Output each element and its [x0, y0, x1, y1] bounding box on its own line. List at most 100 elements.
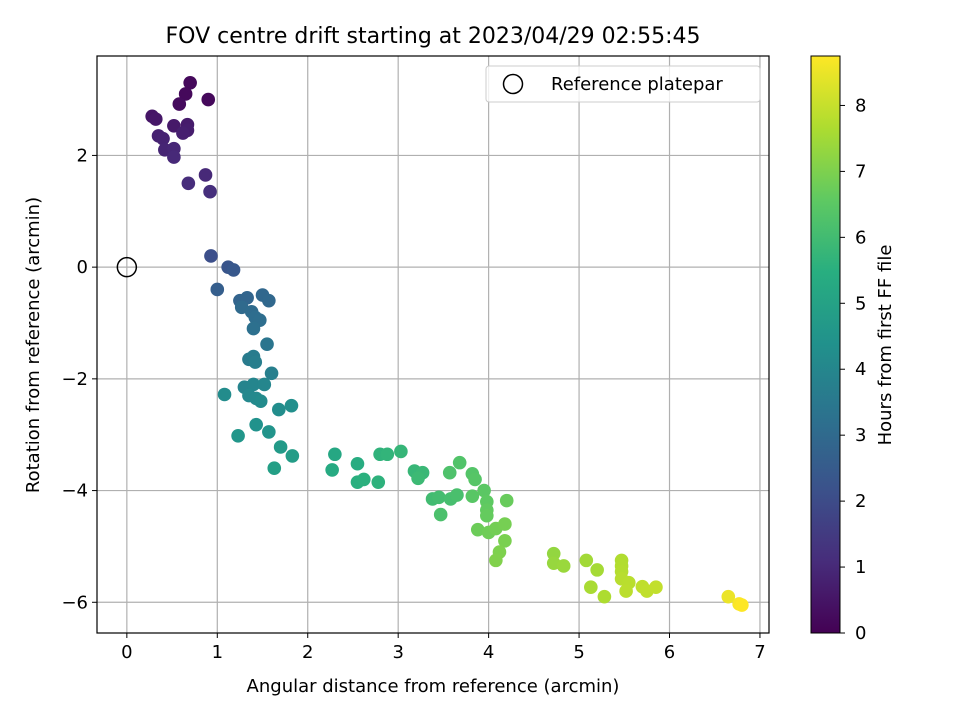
data-point [253, 394, 268, 408]
x-tick-label: 3 [392, 642, 403, 663]
data-point [584, 580, 598, 594]
legend-label: Reference platepar [551, 74, 723, 95]
data-point [432, 490, 446, 505]
data-point [325, 463, 339, 477]
data-point [350, 456, 365, 471]
colorbar-gradient [810, 55, 841, 634]
data-point [735, 598, 749, 612]
data-point [465, 489, 480, 503]
data-point [271, 402, 286, 417]
data-point [357, 472, 371, 487]
data-point [721, 589, 736, 604]
data-points [145, 76, 749, 612]
data-point [204, 249, 218, 263]
data-point [201, 92, 216, 107]
x-axis-ticks: 0 1 2 3 4 5 6 7 [121, 633, 766, 663]
data-point [167, 119, 181, 133]
colorbar-tick-label: 8 [855, 95, 866, 116]
data-point [556, 559, 571, 573]
data-point [181, 176, 196, 191]
data-point [231, 429, 245, 443]
data-point [262, 425, 276, 439]
x-tick-label: 4 [483, 642, 494, 663]
data-point [394, 444, 408, 459]
data-point [284, 398, 299, 413]
data-point [264, 366, 279, 381]
data-point [198, 168, 213, 182]
colorbar-tick-label: 0 [855, 623, 866, 644]
data-point [156, 131, 170, 146]
y-axis-ticks: 2 0 −2 −4 −6 [61, 145, 97, 613]
data-point [210, 282, 225, 297]
x-tick-label: 0 [121, 642, 132, 663]
y-tick-label: 0 [77, 257, 88, 278]
data-point [499, 493, 514, 508]
data-point [285, 449, 300, 463]
data-point [597, 589, 612, 604]
data-point [176, 126, 190, 140]
colorbar-tick-label: 5 [855, 293, 866, 314]
data-point [267, 461, 282, 476]
colorbar-tick-label: 6 [855, 227, 866, 248]
x-tick-label: 5 [573, 642, 584, 663]
data-point [450, 488, 464, 502]
colorbar-tick-label: 3 [855, 425, 866, 446]
data-point [433, 507, 448, 522]
data-point [619, 584, 633, 598]
data-point [328, 447, 342, 462]
data-point [257, 377, 272, 392]
x-tick-label: 1 [212, 642, 223, 663]
legend: Reference platepar [485, 65, 761, 103]
data-point [248, 355, 263, 369]
data-point [203, 184, 217, 199]
y-axis-label: Rotation from reference (arcmin) [23, 197, 44, 493]
colorbar-tick-label: 1 [855, 557, 866, 578]
y-tick-label: −2 [61, 369, 88, 390]
data-point [260, 337, 274, 352]
data-point [489, 553, 503, 568]
y-tick-label: −6 [61, 592, 88, 613]
data-point [498, 534, 512, 548]
data-point [217, 387, 232, 402]
data-point [579, 553, 594, 568]
x-tick-label: 6 [664, 642, 675, 663]
colorbar-tick-label: 2 [855, 491, 866, 512]
data-point [546, 546, 561, 561]
data-point [249, 417, 263, 432]
x-tick-label: 2 [302, 642, 313, 663]
data-point [480, 508, 494, 523]
grid-lines [97, 56, 769, 633]
data-point [178, 87, 193, 101]
plot-frame [96, 55, 770, 634]
data-point [246, 377, 261, 392]
colorbar-ticks: 0 1 2 3 4 5 6 7 8 [840, 95, 866, 644]
data-point [411, 471, 425, 486]
reference-platepar-marker [116, 256, 138, 278]
data-point [273, 440, 288, 454]
x-tick-label: 7 [754, 642, 765, 663]
legend-box [485, 65, 761, 103]
data-point [590, 563, 604, 577]
x-axis-label: Angular distance from reference (arcmin) [247, 676, 620, 697]
data-point [649, 580, 663, 594]
data-point [226, 263, 241, 277]
colorbar: 0 1 2 3 4 5 6 7 8 Hours from first FF file [810, 55, 896, 644]
y-tick-label: 2 [77, 145, 88, 166]
colorbar-label: Hours from first FF file [875, 245, 896, 446]
legend-marker-icon [502, 73, 524, 95]
data-point [452, 455, 467, 470]
chart-title: FOV centre drift starting at 2023/04/29 … [166, 24, 701, 49]
data-point [380, 447, 395, 462]
data-point [167, 150, 181, 164]
colorbar-tick-label: 7 [855, 161, 866, 182]
data-point [442, 465, 457, 480]
data-point [148, 112, 163, 126]
data-point [172, 97, 187, 111]
data-point [468, 472, 482, 487]
data-point [470, 522, 485, 537]
y-tick-label: −4 [61, 481, 88, 502]
data-point [371, 475, 386, 489]
colorbar-tick-label: 4 [855, 359, 866, 380]
data-point [477, 483, 491, 498]
